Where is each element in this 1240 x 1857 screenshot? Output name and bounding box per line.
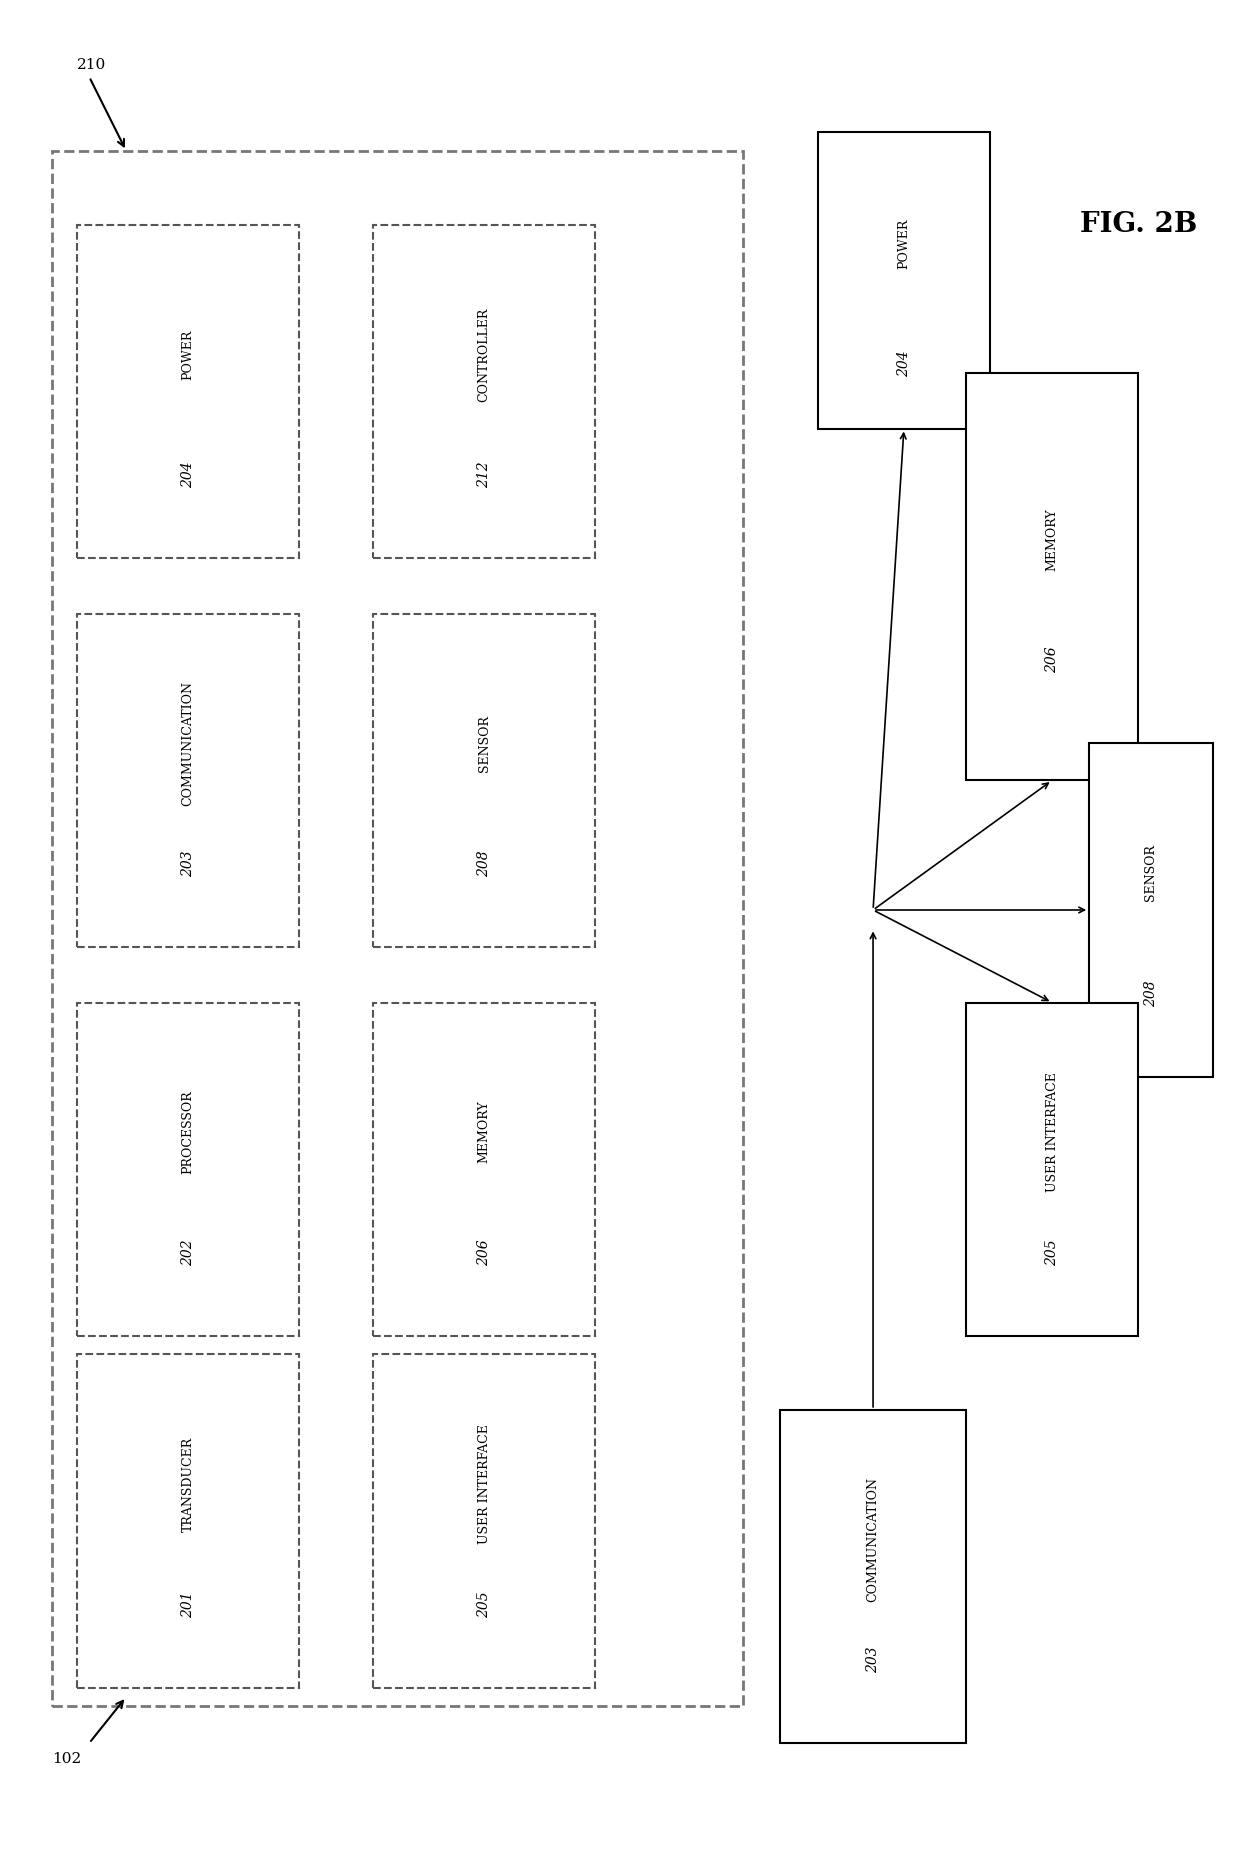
Text: 204: 204 (181, 462, 195, 488)
FancyBboxPatch shape (52, 150, 744, 1707)
Text: 201: 201 (181, 1591, 195, 1617)
FancyBboxPatch shape (373, 615, 595, 947)
FancyBboxPatch shape (780, 1409, 966, 1744)
Text: 208: 208 (477, 851, 491, 877)
Text: 205: 205 (477, 1591, 491, 1617)
FancyBboxPatch shape (373, 225, 595, 559)
Text: FIG. 2B: FIG. 2B (1080, 212, 1197, 238)
FancyBboxPatch shape (1089, 743, 1213, 1077)
Text: CONTROLLER: CONTROLLER (477, 308, 491, 401)
Text: SENSOR: SENSOR (477, 715, 491, 773)
Text: MEMORY: MEMORY (1045, 509, 1059, 570)
Text: 205: 205 (1045, 1239, 1059, 1266)
Text: USER INTERFACE: USER INTERFACE (1045, 1071, 1059, 1192)
Text: SENSOR: SENSOR (1145, 845, 1157, 901)
Text: 202: 202 (181, 1239, 195, 1266)
FancyBboxPatch shape (77, 1003, 299, 1335)
Text: MEMORY: MEMORY (477, 1101, 491, 1164)
Text: 203: 203 (181, 851, 195, 877)
Text: 208: 208 (1143, 980, 1158, 1006)
Text: 102: 102 (52, 1753, 82, 1766)
Text: COMMUNICATION: COMMUNICATION (867, 1476, 879, 1603)
Text: USER INTERFACE: USER INTERFACE (477, 1424, 491, 1543)
FancyBboxPatch shape (373, 1003, 595, 1335)
Text: 206: 206 (477, 1239, 491, 1266)
FancyBboxPatch shape (77, 225, 299, 559)
Text: 206: 206 (1045, 646, 1059, 674)
Text: 212: 212 (477, 462, 491, 488)
Text: POWER: POWER (898, 219, 910, 269)
FancyBboxPatch shape (966, 373, 1138, 780)
FancyBboxPatch shape (77, 1354, 299, 1688)
FancyBboxPatch shape (966, 1003, 1138, 1335)
Text: 210: 210 (77, 58, 107, 72)
Text: PROCESSOR: PROCESSOR (181, 1090, 195, 1174)
FancyBboxPatch shape (373, 1354, 595, 1688)
Text: TRANSDUCER: TRANSDUCER (181, 1435, 195, 1532)
Text: POWER: POWER (181, 329, 195, 379)
Text: 203: 203 (866, 1647, 880, 1673)
Text: 204: 204 (897, 351, 911, 377)
FancyBboxPatch shape (817, 132, 991, 429)
FancyBboxPatch shape (77, 615, 299, 947)
Text: COMMUNICATION: COMMUNICATION (181, 682, 195, 806)
